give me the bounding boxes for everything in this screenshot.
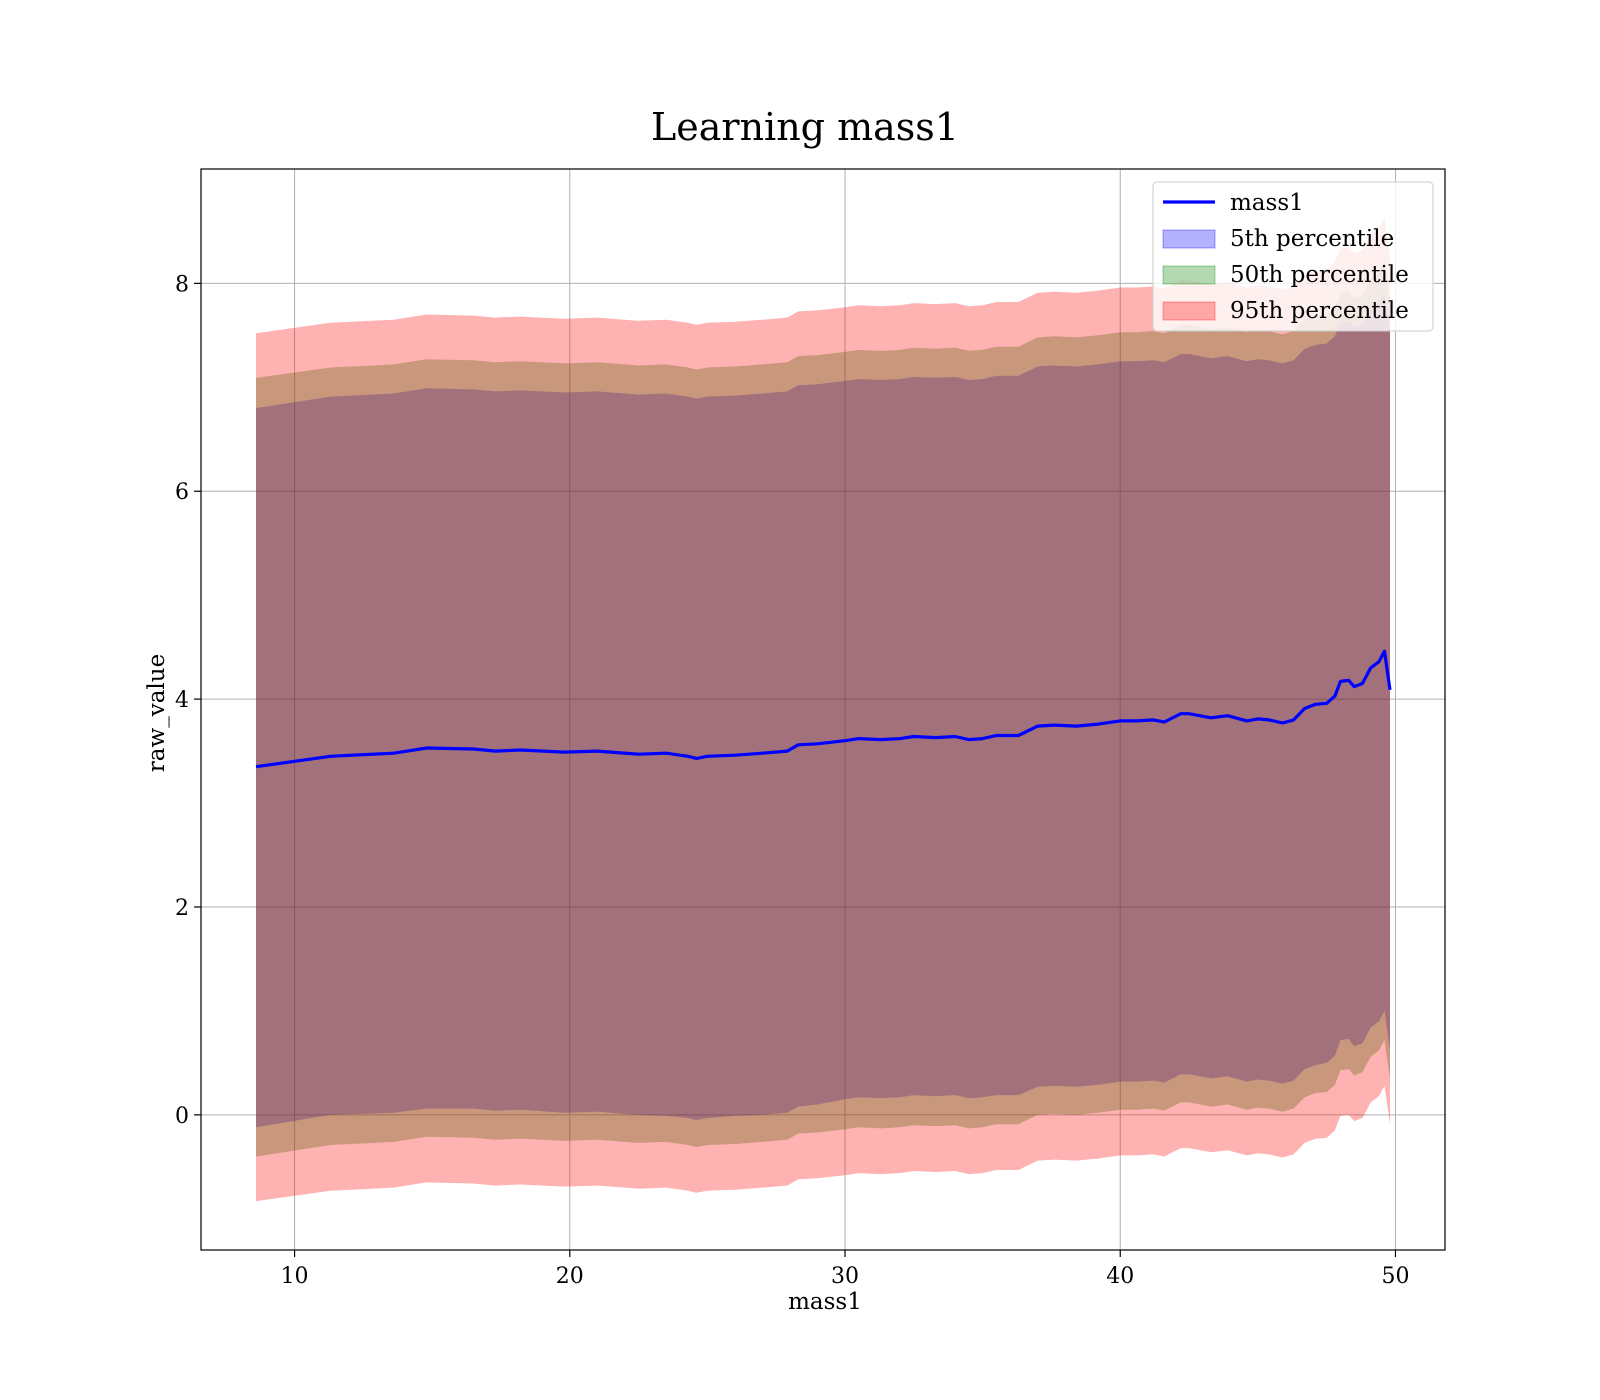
y-tick-label: 8 xyxy=(175,272,189,297)
legend-label: 95th percentile xyxy=(1230,298,1409,324)
y-axis-label: raw_value xyxy=(144,654,170,772)
legend-label: 5th percentile xyxy=(1230,226,1394,252)
x-tick-label: 50 xyxy=(1381,1264,1409,1289)
x-axis-label: mass1 xyxy=(788,1289,862,1315)
x-tick-label: 10 xyxy=(281,1264,309,1289)
series-lines xyxy=(255,649,1392,769)
y-axis-ticks: 0 2 4 6 8 xyxy=(175,272,201,1129)
y-tick-label: 0 xyxy=(175,1104,189,1129)
legend-band-swatch xyxy=(1162,265,1216,285)
legend-box xyxy=(1152,181,1434,332)
x-tick-label: 30 xyxy=(831,1264,859,1289)
band-2 xyxy=(256,262,1390,1157)
series-line-1 xyxy=(255,649,1392,769)
y-tick-label: 4 xyxy=(175,688,189,713)
legend: mass1 5th percentile 50th percentile 95th p… xyxy=(1152,181,1434,332)
chart-title: Learning mass1 xyxy=(651,105,959,149)
x-tick-label: 20 xyxy=(556,1264,584,1289)
percentile-bands xyxy=(256,217,1390,1202)
x-axis-ticks: 10 20 30 40 50 xyxy=(281,1250,1409,1289)
legend-label: 50th percentile xyxy=(1230,262,1409,288)
legend-band-swatch xyxy=(1162,229,1216,249)
legend-label: mass1 xyxy=(1230,190,1304,216)
band-1 xyxy=(256,291,1390,1128)
legend-band-swatch xyxy=(1162,301,1216,321)
plot-frame xyxy=(200,168,1446,1251)
x-tick-label: 40 xyxy=(1106,1264,1134,1289)
y-tick-label: 2 xyxy=(175,896,189,921)
y-tick-label: 6 xyxy=(175,480,189,505)
band-3 xyxy=(256,217,1390,1202)
